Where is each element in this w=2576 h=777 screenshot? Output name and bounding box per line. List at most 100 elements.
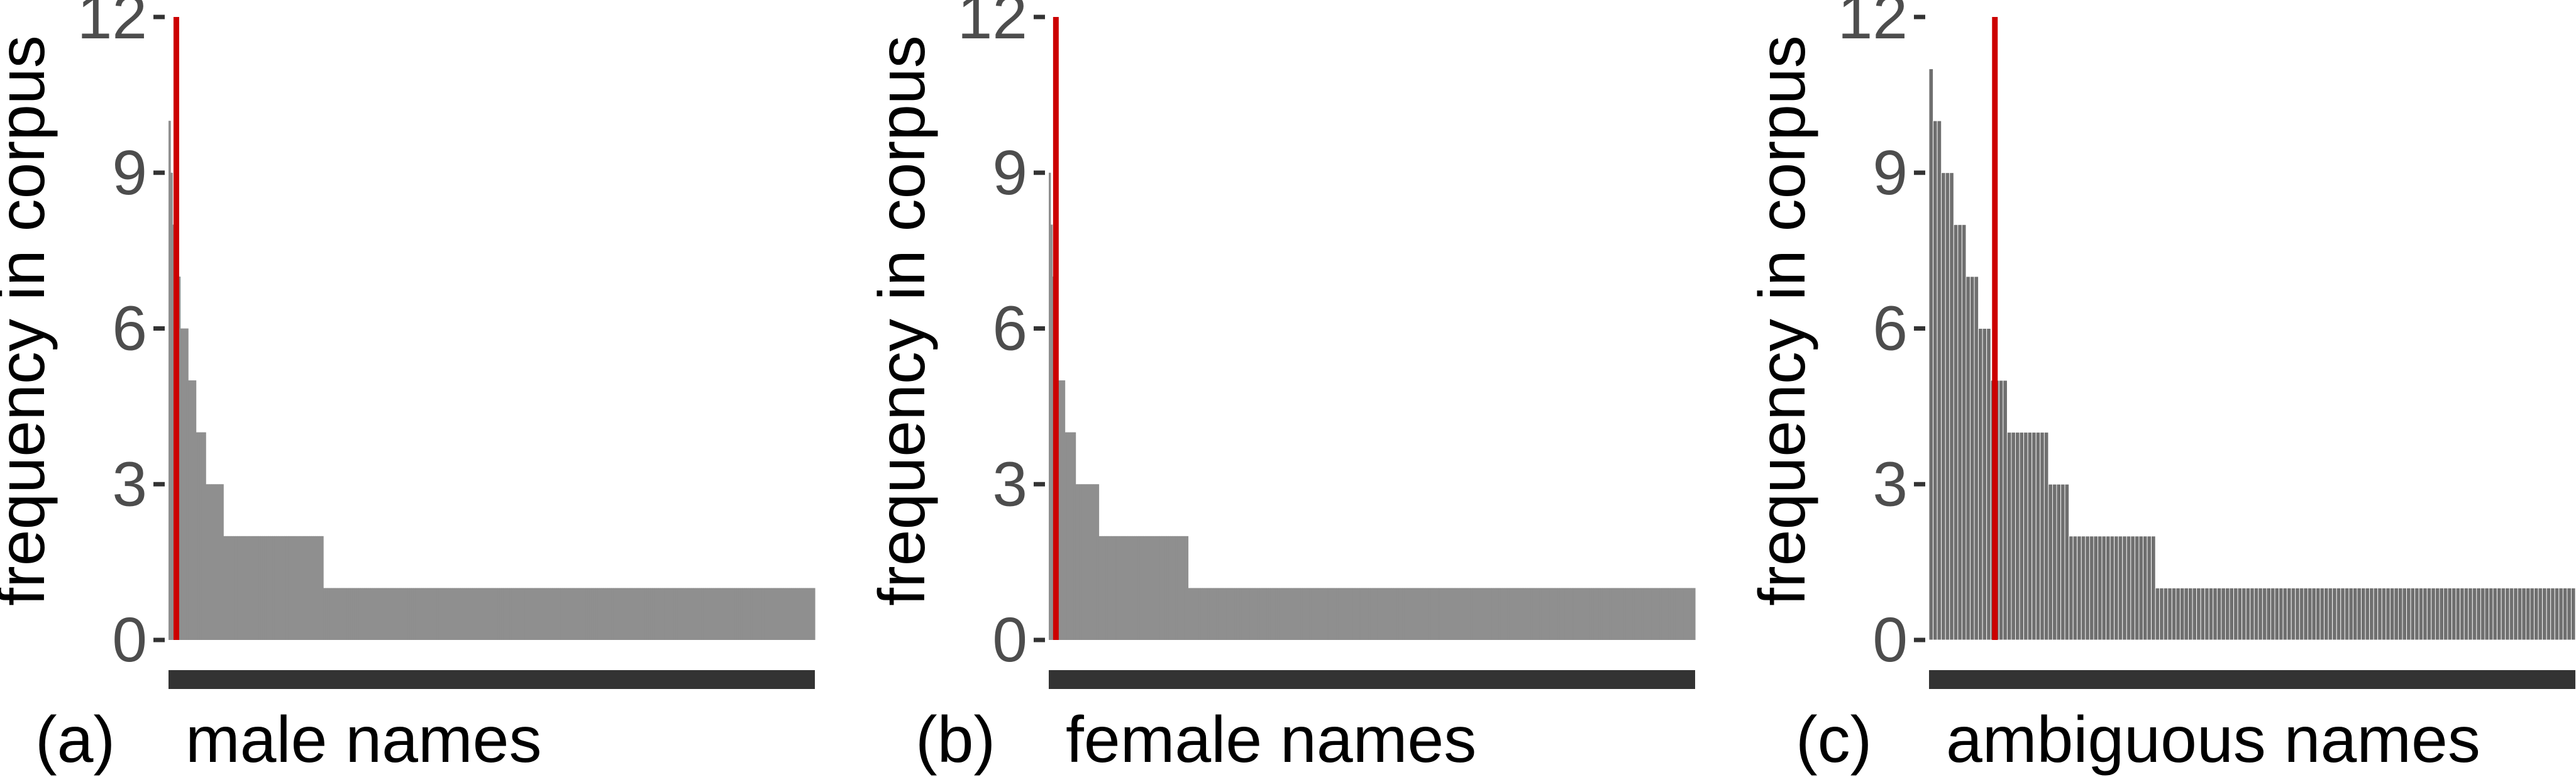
- bar: [1593, 588, 1596, 640]
- bar: [1271, 588, 1274, 640]
- bar: [1334, 588, 1337, 640]
- bar: [1623, 588, 1626, 640]
- bar: [1082, 484, 1085, 640]
- bar: [204, 432, 206, 640]
- bar: [199, 432, 202, 640]
- bar: [2468, 587, 2473, 641]
- bar: [531, 588, 534, 640]
- bar: [290, 536, 292, 640]
- y-tick-label: 12: [77, 0, 147, 52]
- bar: [2332, 587, 2337, 641]
- bar: [1341, 588, 1344, 640]
- bar: [480, 588, 483, 640]
- bar: [419, 588, 422, 640]
- bar: [1354, 588, 1357, 640]
- bar: [2126, 536, 2131, 641]
- bar: [2151, 536, 2156, 641]
- bar: [2147, 536, 2152, 641]
- bar: [1105, 536, 1108, 640]
- bar: [394, 588, 396, 640]
- bar: [288, 536, 290, 640]
- bar: [1320, 588, 1323, 640]
- bar: [497, 588, 500, 640]
- bar: [1615, 588, 1617, 640]
- bar: [1205, 588, 1208, 640]
- bar: [476, 588, 478, 640]
- bar: [2365, 587, 2370, 641]
- bar: [1324, 588, 1326, 640]
- bar: [399, 588, 402, 640]
- bar: [1071, 432, 1075, 640]
- bar: [673, 588, 677, 640]
- bar: [580, 588, 582, 640]
- bar: [1158, 536, 1160, 640]
- bar: [2571, 587, 2576, 641]
- bar: [1606, 588, 1608, 640]
- bar: [2513, 587, 2518, 641]
- bar: [1528, 588, 1532, 640]
- bar: [1383, 588, 1385, 640]
- bar: [1481, 588, 1483, 640]
- bar: [554, 588, 557, 640]
- bar: [1261, 588, 1264, 640]
- bar: [1225, 588, 1228, 640]
- bar: [1395, 588, 1398, 640]
- bar: [1550, 588, 1553, 640]
- bar: [607, 588, 610, 640]
- bar: [1654, 588, 1657, 640]
- bar: [1452, 588, 1455, 640]
- bar: [536, 588, 539, 640]
- bar: [622, 588, 626, 640]
- bar: [1688, 588, 1691, 640]
- bar: [624, 588, 627, 640]
- bar: [460, 588, 463, 640]
- bar: [1373, 588, 1376, 640]
- y-tick-label: 9: [992, 138, 1027, 208]
- bar: [705, 588, 708, 640]
- bar: [634, 588, 638, 640]
- y-tick-label: 12: [958, 0, 1027, 52]
- bar: [1978, 328, 1983, 641]
- bar: [1250, 588, 1253, 640]
- bar: [1093, 484, 1096, 640]
- bar: [560, 588, 563, 640]
- bar: [799, 588, 802, 640]
- bar: [2138, 536, 2143, 641]
- bar: [1288, 588, 1290, 640]
- bar: [2200, 587, 2206, 641]
- bar: [1193, 588, 1196, 640]
- bar: [2295, 587, 2300, 641]
- bar: [443, 588, 445, 640]
- bar: [1092, 484, 1094, 640]
- bar: [1961, 224, 1967, 641]
- bar: [319, 536, 322, 640]
- y-axis: 0 3 6 9 12: [77, 0, 165, 675]
- bar: [339, 588, 341, 640]
- bar: [190, 380, 192, 640]
- bar: [509, 588, 512, 640]
- bar: [1438, 588, 1440, 640]
- bar: [2253, 587, 2259, 641]
- bar: [1273, 588, 1276, 640]
- bar: [1207, 588, 1210, 640]
- bar: [1432, 588, 1435, 640]
- bar: [568, 588, 571, 640]
- bar: [1391, 588, 1394, 640]
- bar: [522, 588, 526, 640]
- bar: [1523, 588, 1526, 640]
- bar: [787, 588, 790, 640]
- bar: [1182, 536, 1185, 640]
- bar: [1258, 588, 1260, 640]
- bar: [492, 588, 494, 640]
- bar: [331, 588, 334, 640]
- bar: [1679, 588, 1681, 640]
- y-axis-label: frequency in corpus: [1746, 35, 1819, 606]
- bar: [783, 588, 786, 640]
- bar: [1305, 588, 1308, 640]
- bar: [1425, 588, 1428, 640]
- bar: [366, 588, 369, 640]
- bar: [566, 588, 569, 640]
- bar: [1459, 588, 1462, 640]
- bar: [397, 588, 401, 640]
- bar: [1583, 588, 1585, 640]
